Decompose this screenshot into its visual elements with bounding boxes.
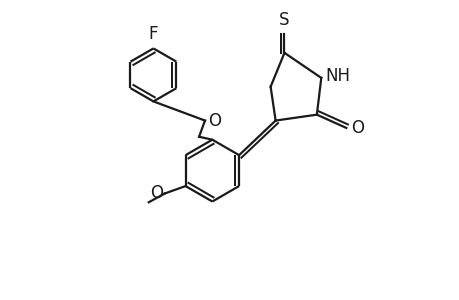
- Text: O: O: [150, 184, 163, 202]
- Text: methoxy: methoxy: [92, 204, 147, 217]
- Text: O: O: [350, 119, 363, 137]
- Text: S: S: [279, 11, 289, 29]
- Text: NH: NH: [325, 68, 350, 85]
- Text: F: F: [148, 25, 158, 43]
- Text: O: O: [208, 112, 221, 130]
